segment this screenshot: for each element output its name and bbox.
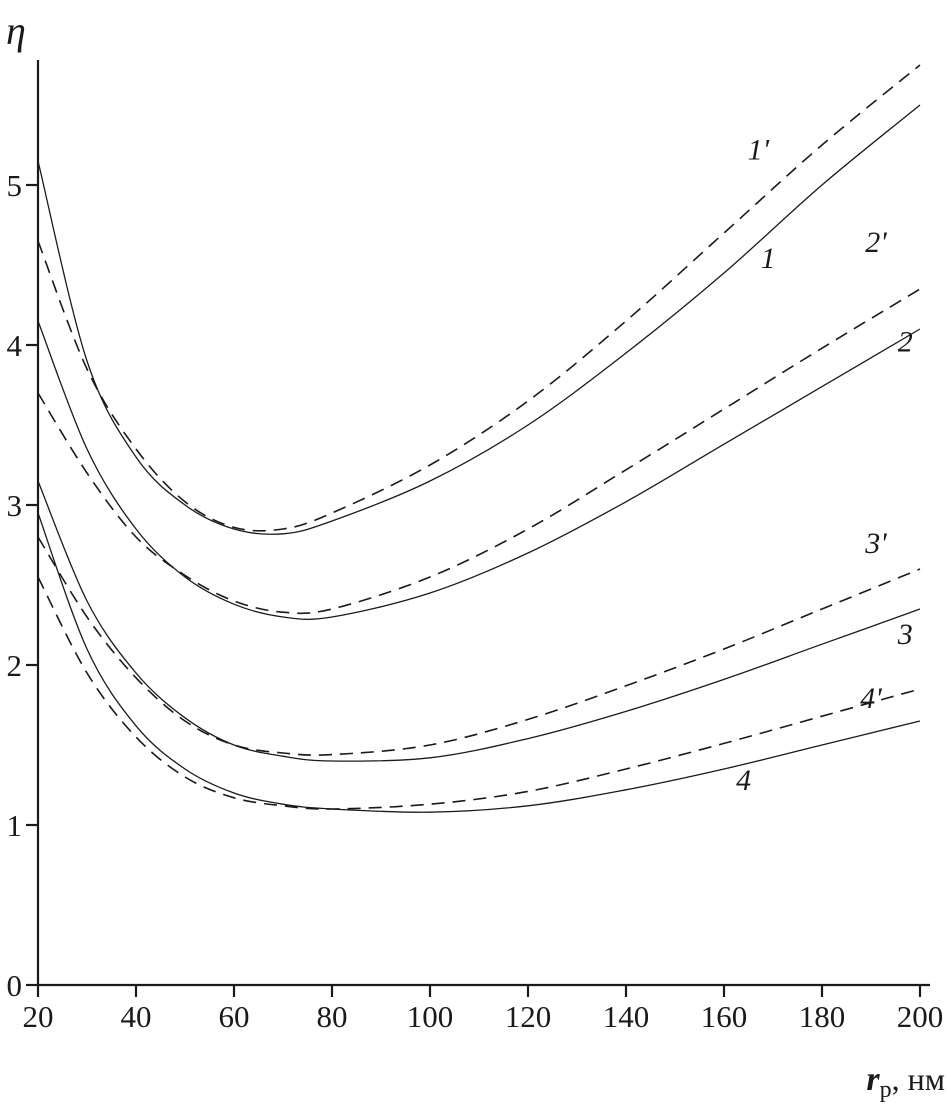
axes: 20 40 60 80 100 120 140 160 180 200 0 1 2 3 4 5 <box>7 60 944 1034</box>
curve-2' <box>37 288 921 615</box>
x-tick-label: 120 <box>505 999 552 1034</box>
x-tick-label: 80 <box>317 999 348 1034</box>
curve-3' <box>37 536 921 756</box>
curve-4' <box>37 576 921 810</box>
curve-label-2: 2 <box>898 325 913 358</box>
curve-label-1': 1' <box>748 133 770 166</box>
curve-label-1: 1 <box>761 242 776 275</box>
curve-1 <box>37 104 921 535</box>
curves <box>37 64 921 813</box>
curve-2 <box>37 320 921 620</box>
x-tick-label: 60 <box>219 999 250 1034</box>
x-tick-label: 100 <box>407 999 454 1034</box>
curve-3 <box>37 480 921 762</box>
y-tick-label: 4 <box>7 328 23 363</box>
axis-lines <box>36 60 930 987</box>
curve-labels: 1' 1 2' 2 3' 3 4' 4 <box>736 133 913 796</box>
curve-label-2': 2' <box>865 226 887 259</box>
curve-label-3': 3' <box>864 527 887 560</box>
curve-label-4: 4 <box>736 764 751 797</box>
y-tick-label: 2 <box>7 648 23 683</box>
y-tick-label: 5 <box>7 168 23 203</box>
x-tick-label: 20 <box>23 999 54 1034</box>
x-tick-label: 40 <box>121 999 152 1034</box>
y-tick-label: 1 <box>7 808 23 843</box>
x-tick-label: 160 <box>701 999 748 1034</box>
y-tick-label: 3 <box>7 488 23 523</box>
y-axis-title: η <box>6 8 26 53</box>
curve-1' <box>37 64 921 532</box>
curve-4 <box>37 512 921 813</box>
x-axis-title: rp, нм <box>866 1061 945 1103</box>
curve-label-3: 3 <box>897 618 913 651</box>
y-tick-label: 0 <box>7 968 23 1003</box>
curve-label-4': 4' <box>860 682 882 715</box>
x-tick-label: 140 <box>603 999 650 1034</box>
x-tick-label: 200 <box>897 999 944 1034</box>
x-tick-label: 180 <box>799 999 846 1034</box>
